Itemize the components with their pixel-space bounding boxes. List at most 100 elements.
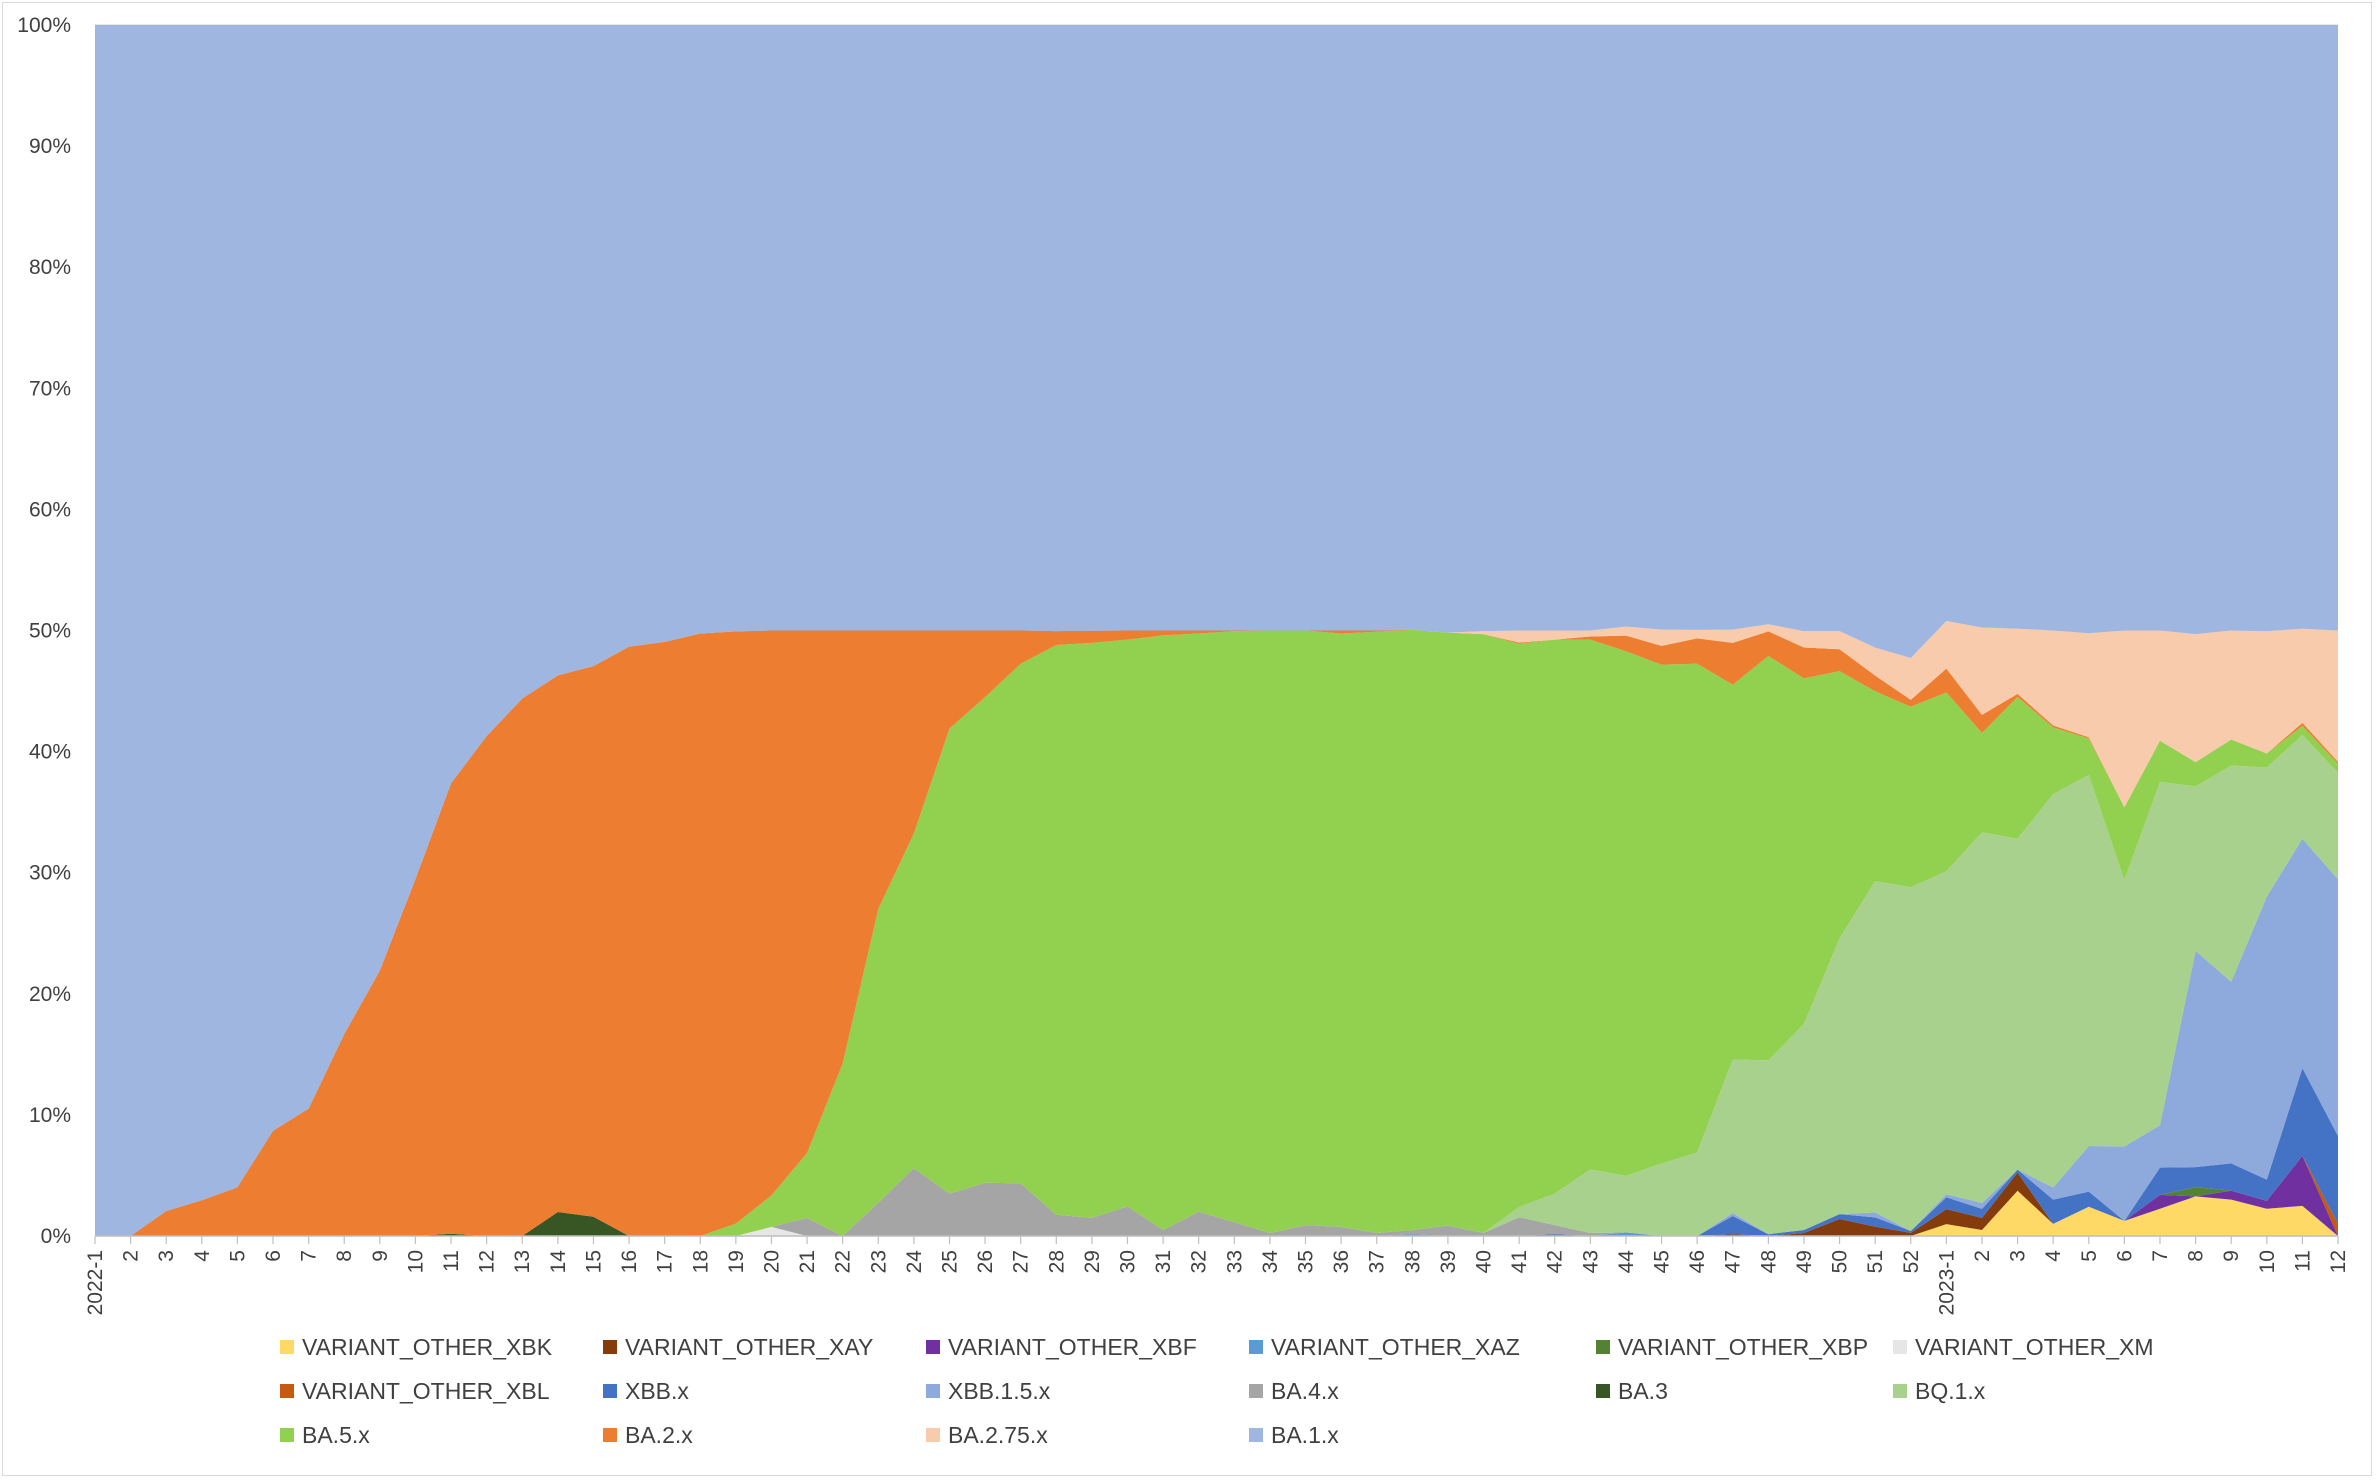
x-tick-label: 3: [2007, 1250, 2030, 1262]
legend-swatch: [280, 1384, 294, 1398]
x-tick-label: 31: [1152, 1250, 1175, 1273]
legend-swatch: [603, 1340, 617, 1354]
x-axis: 2022-1 2 3 4 5 6 7 8 9 10 11 12 13 14 15 16 17 18 19 20 21 22…: [84, 1235, 2350, 1315]
x-tick-label: 11: [2291, 1250, 2314, 1272]
x-tick-label: 50: [1829, 1250, 1852, 1273]
x-tick-label: 21: [796, 1250, 819, 1273]
legend-swatch: [280, 1428, 294, 1442]
x-tick-label: 15: [582, 1250, 605, 1273]
x-tick-label: 4: [2042, 1250, 2065, 1262]
legend-item-variant-other-xbk: VARIANT_OTHER_XBK: [280, 1334, 553, 1360]
legend-item-bq-1-x: BQ.1.x: [1893, 1378, 1986, 1404]
x-tick-label: 23: [867, 1250, 890, 1273]
legend-item-variant-other-xbf: VARIANT_OTHER_XBF: [926, 1334, 1197, 1360]
y-tick-label: 40%: [29, 741, 71, 764]
legend-label: XBB.x: [625, 1378, 689, 1404]
legend-swatch: [603, 1428, 617, 1442]
x-tick-label: 8: [2185, 1250, 2208, 1262]
x-tick-label: 12: [476, 1250, 499, 1273]
legend-item-xbb-1-5-x: XBB.1.5.x: [926, 1378, 1051, 1404]
x-tick-label: 36: [1330, 1250, 1353, 1273]
x-tick-label: 30: [1116, 1250, 1139, 1273]
legend-swatch: [1893, 1340, 1907, 1354]
legend-label: VARIANT_OTHER_XBP: [1618, 1334, 1868, 1360]
legend-label: BA.2.75.x: [948, 1422, 1048, 1448]
legend: VARIANT_OTHER_XBK VARIANT_OTHER_XAY VARIAN…: [280, 1334, 2154, 1448]
legend-swatch: [280, 1340, 294, 1354]
y-tick-label: 60%: [29, 498, 71, 521]
legend-item-variant-other-xbl: VARIANT_OTHER_XBL: [280, 1378, 550, 1404]
y-tick-label: 20%: [29, 983, 71, 1006]
legend-label: BA.2.x: [625, 1422, 693, 1448]
legend-label: BA.5.x: [302, 1422, 370, 1448]
x-tick-label: 40: [1473, 1250, 1496, 1273]
legend-swatch: [1596, 1384, 1610, 1398]
area-ba-2-x: [95, 629, 2338, 1236]
legend-item-ba-1-x: BA.1.x: [1249, 1422, 1339, 1448]
x-tick-label: 24: [903, 1250, 926, 1274]
x-tick-label: 2022-1: [84, 1250, 107, 1315]
x-tick-label: 28: [1045, 1250, 1068, 1273]
legend-swatch: [1596, 1340, 1610, 1354]
area-xbb-1-5-x: [95, 838, 2338, 1236]
legend-swatch: [1893, 1384, 1907, 1398]
legend-item-xbb-x: XBB.x: [603, 1378, 689, 1404]
x-tick-label: 32: [1188, 1250, 1211, 1273]
x-tick-label: 11: [440, 1250, 463, 1272]
x-tick-label: 46: [1686, 1250, 1709, 1273]
area-bq-1-x: [95, 734, 2338, 1236]
x-tick-label: 48: [1757, 1250, 1780, 1273]
x-tick-label: 5: [226, 1250, 249, 1262]
x-tick-label: 6: [2113, 1250, 2136, 1262]
legend-item-variant-other-xay: VARIANT_OTHER_XAY: [603, 1334, 873, 1360]
legend-swatch: [926, 1428, 940, 1442]
legend-swatch: [1249, 1340, 1263, 1354]
legend-label: VARIANT_OTHER_XBL: [302, 1378, 550, 1404]
y-tick-label: 100%: [17, 14, 71, 37]
legend-item-ba-2-x: BA.2.x: [603, 1422, 693, 1448]
x-tick-label: 5: [2078, 1250, 2101, 1262]
area-variant-other-xbk: [95, 1190, 2338, 1236]
y-tick-label: 90%: [29, 135, 71, 158]
x-tick-label: 6: [262, 1250, 285, 1262]
x-tick-label: 33: [1223, 1250, 1246, 1273]
legend-label: VARIANT_OTHER_XBK: [302, 1334, 553, 1360]
x-tick-label: 43: [1579, 1250, 1602, 1273]
x-tick-label: 27: [1010, 1250, 1033, 1273]
x-tick-label: 3: [155, 1250, 178, 1262]
x-tick-label: 19: [725, 1250, 748, 1273]
x-tick-label: 26: [974, 1250, 997, 1273]
x-tick-label: 51: [1864, 1250, 1887, 1273]
x-tick-label: 49: [1793, 1250, 1816, 1273]
x-tick-label: 38: [1401, 1250, 1424, 1273]
y-tick-label: 70%: [29, 377, 71, 400]
y-tick-label: 10%: [29, 1104, 71, 1127]
area-ba-1-x: [95, 25, 2338, 1236]
legend-label: BA.1.x: [1271, 1422, 1339, 1448]
legend-swatch: [926, 1340, 940, 1354]
x-tick-label: 39: [1437, 1250, 1460, 1273]
x-tick-label: 45: [1651, 1250, 1674, 1273]
x-tick-label: 20: [760, 1250, 783, 1273]
legend-label: VARIANT_OTHER_XAY: [625, 1334, 873, 1360]
x-tick-label: 44: [1615, 1250, 1638, 1274]
x-tick-label: 52: [1900, 1250, 1923, 1273]
legend-label: BA.3: [1618, 1378, 1668, 1404]
x-tick-label: 10: [404, 1250, 427, 1273]
x-tick-label: 12: [2327, 1250, 2350, 1273]
x-tick-label: 2: [1971, 1250, 1994, 1262]
x-tick-label: 9: [2220, 1250, 2243, 1262]
x-tick-label: 35: [1295, 1250, 1318, 1273]
legend-label: BQ.1.x: [1915, 1378, 1986, 1404]
legend-item-ba-4-x: BA.4.x: [1249, 1378, 1339, 1404]
x-tick-label: 7: [2149, 1250, 2172, 1262]
x-tick-label: 2: [120, 1250, 143, 1262]
y-tick-label: 30%: [29, 862, 71, 885]
legend-item-variant-other-xbp: VARIANT_OTHER_XBP: [1596, 1334, 1868, 1360]
legend-label: VARIANT_OTHER_XAZ: [1271, 1334, 1520, 1360]
x-tick-label: 13: [511, 1250, 534, 1273]
legend-label: VARIANT_OTHER_XM: [1915, 1334, 2154, 1360]
area-ba-5-x: [95, 629, 2338, 1236]
